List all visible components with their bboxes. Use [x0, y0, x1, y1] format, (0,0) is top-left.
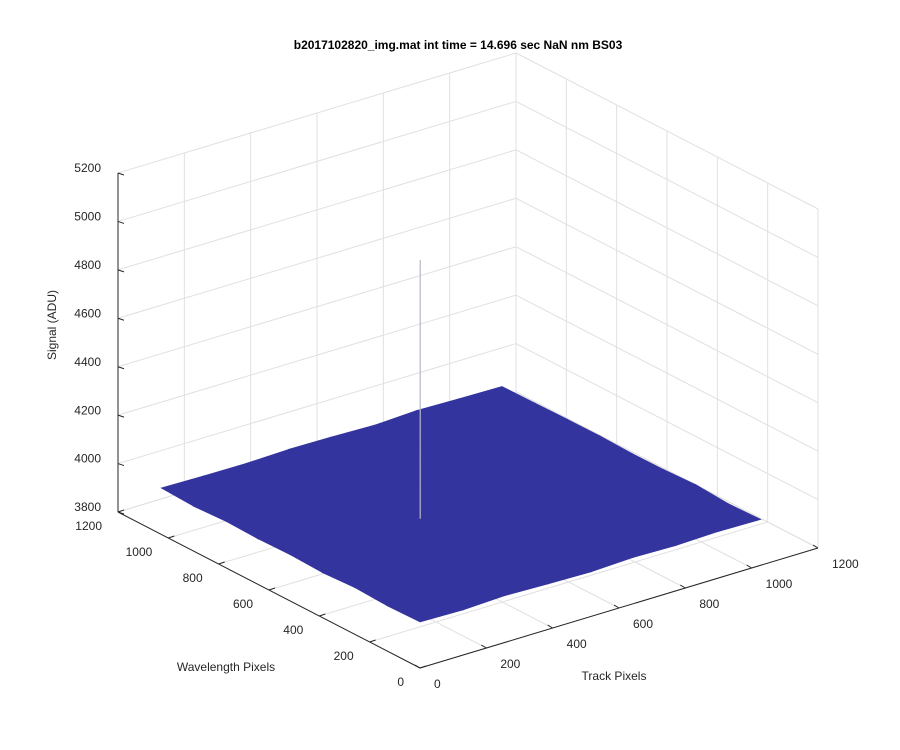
- x-tick: [680, 584, 686, 589]
- z-tick-label: 4400: [74, 355, 101, 369]
- grid-line: [117, 197, 517, 319]
- z-tick: [117, 414, 125, 418]
- surface-patch: [385, 590, 465, 623]
- y-tick-label: 600: [233, 597, 253, 611]
- x-tick: [547, 624, 553, 629]
- grid-line: [515, 100, 819, 258]
- x-tick: [613, 604, 620, 609]
- y-tick: [369, 639, 376, 643]
- x-tick-label: 0: [434, 677, 441, 691]
- x-tick-label: 800: [699, 597, 719, 611]
- z-tick-label: 5200: [74, 161, 101, 175]
- y-tick: [419, 665, 427, 669]
- z-tick-label: 4200: [74, 403, 101, 417]
- grid-line: [515, 294, 819, 452]
- grid-line: [515, 149, 819, 307]
- grid-line: [117, 52, 517, 174]
- y-tick: [218, 561, 225, 565]
- z-tick-label: 4600: [74, 306, 101, 320]
- z-axis-label: Signal (ADU): [45, 290, 59, 360]
- y-tick-label: 400: [283, 623, 303, 637]
- chart-title: b2017102820_img.mat int time = 14.696 se…: [294, 38, 623, 52]
- grid-line: [515, 391, 819, 549]
- x-tick: [812, 544, 819, 549]
- grid-line: [515, 246, 819, 404]
- z-tick-label: 3800: [74, 500, 101, 514]
- grid-line: [515, 343, 819, 501]
- z-tick: [117, 463, 125, 467]
- x-tick-label: 600: [633, 617, 653, 631]
- y-axis-label: Wavelength Pixels: [177, 660, 275, 674]
- z-tick-label: 4000: [74, 452, 101, 466]
- grid-line: [515, 52, 819, 210]
- x-tick: [746, 564, 752, 569]
- y-tick-label: 200: [334, 649, 354, 663]
- z-tick: [117, 366, 125, 370]
- grid-line: [515, 197, 819, 355]
- x-tick-label: 1200: [832, 557, 859, 571]
- grid-line: [117, 246, 517, 368]
- grid-line: [369, 521, 768, 643]
- x-tick: [481, 644, 487, 649]
- y-tick: [268, 587, 276, 591]
- z-tick: [117, 511, 125, 515]
- y-tick-label: 800: [183, 571, 203, 585]
- x-tick: [414, 664, 421, 669]
- z-tick-label: 5000: [74, 210, 101, 224]
- y-tick-label: 0: [397, 675, 404, 689]
- z-tick: [117, 172, 125, 176]
- grid-line: [117, 343, 517, 465]
- grid-line: [117, 100, 517, 222]
- z-tick: [117, 269, 125, 273]
- y-tick-label: 1000: [126, 545, 153, 559]
- grid-line: [117, 149, 517, 271]
- z-tick-label: 4800: [74, 258, 101, 272]
- y-tick: [168, 535, 175, 539]
- x-tick-label: 200: [500, 657, 520, 671]
- z-tick: [117, 220, 125, 224]
- y-tick: [319, 613, 326, 617]
- y-tick-label: 1200: [75, 519, 102, 533]
- z-tick: [117, 317, 125, 321]
- x-axis-label: Track Pixels: [582, 669, 647, 683]
- grid-line: [117, 294, 517, 416]
- y-tick: [117, 509, 125, 513]
- x-tick-label: 1000: [766, 577, 793, 591]
- x-tick-label: 400: [567, 637, 587, 651]
